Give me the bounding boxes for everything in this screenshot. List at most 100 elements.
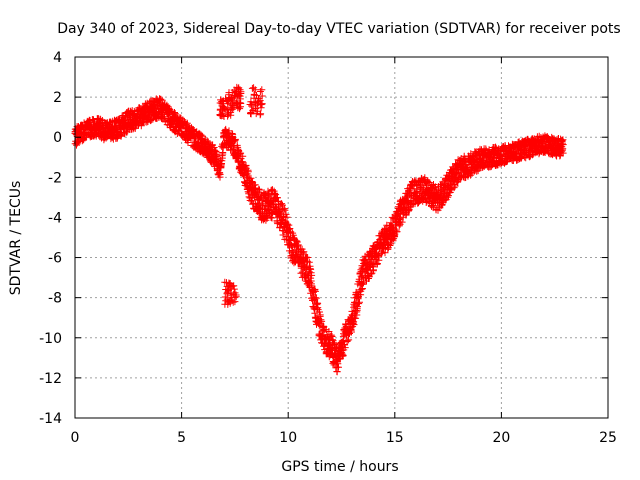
y-tick-label: -2 bbox=[48, 170, 62, 186]
data-point bbox=[355, 300, 363, 308]
data-point bbox=[248, 84, 256, 92]
y-tick-label: -10 bbox=[39, 331, 62, 347]
data-point bbox=[211, 146, 218, 154]
data-point bbox=[405, 206, 413, 214]
data-point bbox=[318, 317, 326, 325]
data-point bbox=[251, 86, 259, 94]
data-point bbox=[219, 97, 227, 105]
data-point bbox=[216, 173, 224, 181]
data-point bbox=[251, 100, 259, 108]
data-point bbox=[338, 350, 346, 358]
data-point bbox=[222, 286, 230, 293]
data-point bbox=[450, 184, 458, 192]
y-tick-label: -6 bbox=[48, 251, 62, 267]
data-point bbox=[258, 100, 266, 108]
data-point bbox=[221, 278, 229, 286]
data-point bbox=[354, 303, 361, 311]
data-point bbox=[339, 332, 347, 340]
data-point bbox=[258, 199, 266, 207]
data-point bbox=[236, 105, 244, 113]
data-point bbox=[198, 132, 206, 140]
data-point bbox=[348, 328, 355, 336]
y-tick-label: -12 bbox=[39, 371, 62, 387]
x-tick-label: 15 bbox=[386, 430, 404, 446]
data-point bbox=[248, 101, 256, 109]
data-point bbox=[221, 300, 229, 308]
data-point bbox=[158, 96, 166, 104]
plot-frame bbox=[74, 56, 609, 419]
data-point bbox=[304, 254, 312, 261]
data-point bbox=[300, 248, 308, 256]
data-point bbox=[343, 337, 351, 345]
data-point bbox=[316, 319, 324, 327]
data-point bbox=[234, 91, 242, 98]
data-point bbox=[218, 98, 226, 106]
data-point bbox=[234, 104, 242, 112]
data-point bbox=[258, 86, 266, 94]
y-tick-label: 2 bbox=[53, 90, 62, 106]
data-point bbox=[308, 271, 316, 279]
data-point bbox=[393, 228, 401, 236]
y-tick-label: -4 bbox=[48, 210, 62, 226]
x-tick-label: 5 bbox=[177, 430, 186, 446]
data-point bbox=[345, 336, 353, 344]
data-point bbox=[317, 316, 325, 324]
x-axis-label: GPS time / hours bbox=[281, 459, 398, 475]
data-point bbox=[227, 289, 235, 297]
data-point bbox=[279, 231, 287, 239]
data-point bbox=[278, 200, 286, 208]
data-point bbox=[226, 299, 234, 307]
data-point bbox=[356, 298, 363, 306]
data-point bbox=[171, 109, 178, 116]
data-point bbox=[352, 314, 360, 322]
data-point bbox=[283, 213, 291, 221]
data-point bbox=[316, 308, 323, 316]
x-tick-label: 10 bbox=[279, 430, 297, 446]
data-point bbox=[341, 344, 349, 352]
data-point bbox=[559, 141, 567, 149]
data-point bbox=[252, 184, 260, 192]
grid-lines bbox=[75, 57, 608, 418]
x-tick-label: 25 bbox=[599, 430, 617, 446]
data-points bbox=[71, 83, 567, 376]
data-point bbox=[256, 186, 263, 194]
data-point bbox=[398, 218, 406, 226]
data-point bbox=[220, 104, 228, 112]
data-point bbox=[157, 95, 165, 103]
data-point bbox=[213, 152, 221, 160]
data-point bbox=[313, 301, 321, 309]
data-point bbox=[559, 149, 567, 157]
data-point bbox=[254, 107, 262, 115]
data-point bbox=[395, 222, 403, 230]
data-point bbox=[377, 249, 385, 257]
data-point bbox=[445, 192, 452, 200]
data-point bbox=[305, 258, 313, 266]
data-point bbox=[231, 135, 239, 143]
y-tick-label: 4 bbox=[53, 50, 62, 66]
data-point bbox=[447, 185, 455, 193]
data-point bbox=[224, 111, 232, 119]
data-point bbox=[239, 152, 247, 160]
data-point bbox=[131, 124, 139, 132]
data-point bbox=[333, 368, 341, 376]
data-point bbox=[444, 193, 452, 201]
data-point bbox=[325, 328, 333, 335]
y-tick-label: 0 bbox=[53, 130, 62, 146]
data-point bbox=[335, 363, 342, 371]
data-point bbox=[247, 109, 255, 116]
data-point bbox=[316, 312, 324, 320]
data-point bbox=[256, 88, 264, 95]
data-point bbox=[311, 287, 319, 295]
data-point bbox=[312, 294, 320, 302]
data-point bbox=[358, 280, 366, 288]
data-point bbox=[227, 282, 235, 290]
data-point bbox=[225, 89, 233, 97]
data-point bbox=[216, 105, 224, 113]
data-point bbox=[256, 111, 264, 119]
data-point bbox=[279, 205, 287, 213]
data-point bbox=[254, 95, 262, 103]
x-tick-label: 20 bbox=[492, 430, 510, 446]
data-point bbox=[373, 260, 381, 267]
data-point bbox=[244, 168, 252, 176]
